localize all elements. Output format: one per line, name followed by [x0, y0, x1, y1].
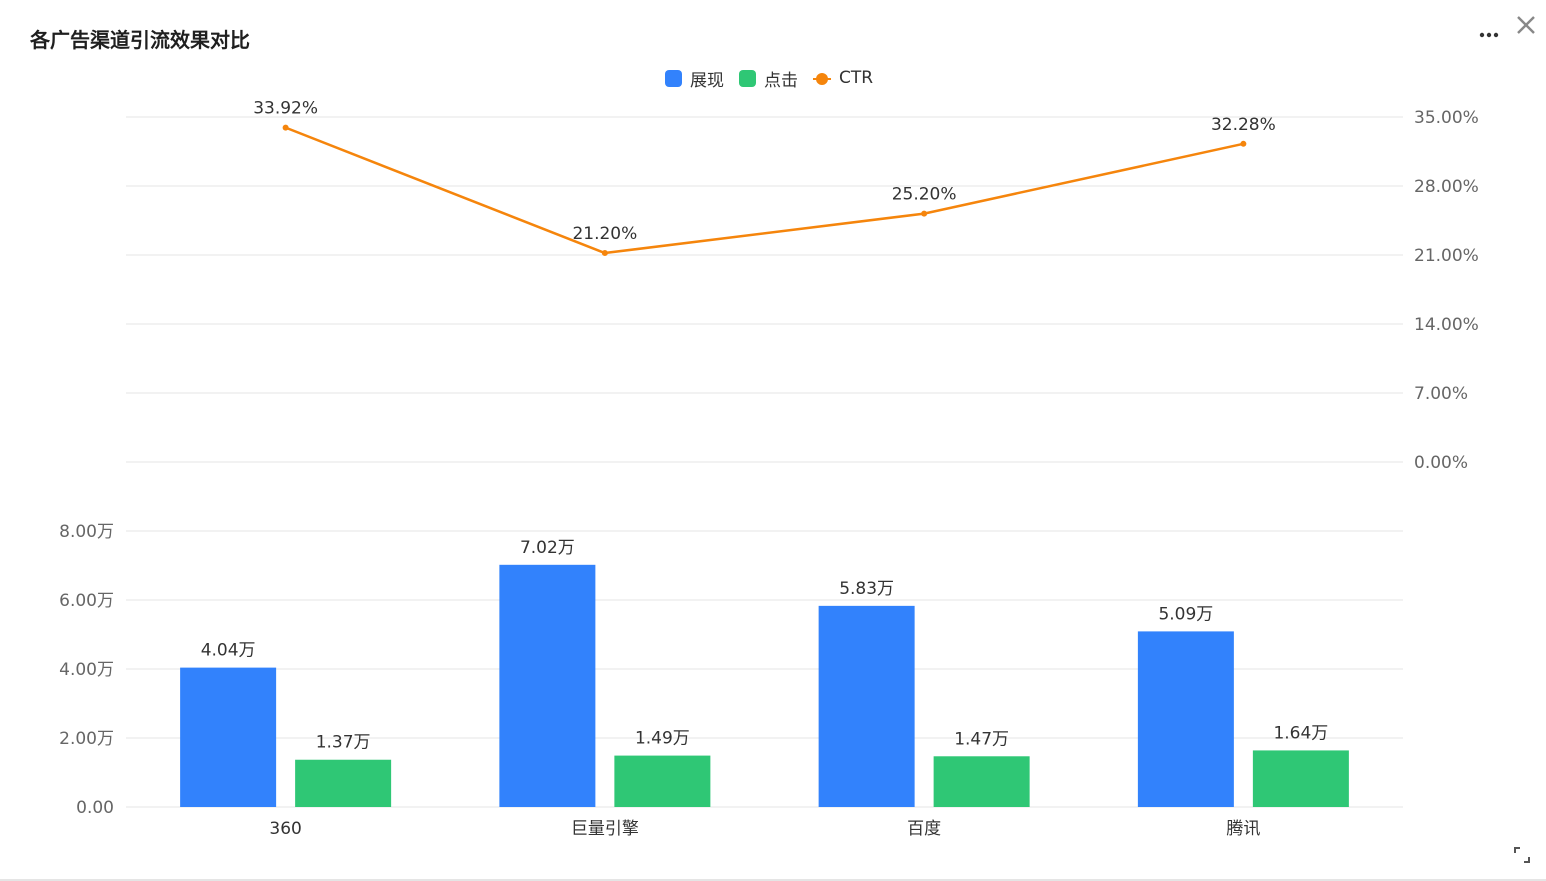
ctr-y-tick-label: 35.00%	[1414, 108, 1479, 128]
legend-swatch-clicks	[739, 69, 756, 87]
ctr-point	[282, 124, 289, 131]
ctr-y-tick-label: 28.00%	[1414, 177, 1479, 197]
impressions-data-label: 7.02万	[520, 538, 575, 558]
ctr-data-label: 32.28%	[1211, 115, 1276, 135]
ctr-y-tick-label: 21.00%	[1414, 246, 1479, 266]
clicks-data-label: 1.49万	[635, 729, 690, 749]
chart-title: 各广告渠道引流效果对比	[30, 28, 250, 52]
legend-label-impressions: 展现	[690, 70, 724, 91]
bar-y-tick-label: 8.00万	[59, 522, 114, 542]
impressions-data-label: 4.04万	[201, 641, 256, 661]
panel-bottom-border	[0, 879, 1546, 881]
legend-swatch-ctr	[813, 70, 831, 87]
impressions-data-label: 5.83万	[839, 579, 894, 599]
clicks-data-label: 1.37万	[316, 733, 371, 753]
ellipsis-icon[interactable]	[1478, 30, 1500, 40]
ctr-y-tick-label: 7.00%	[1414, 384, 1468, 404]
clicks-bar	[933, 756, 1030, 807]
legend-label-clicks: 点击	[764, 70, 798, 91]
ctr-data-label: 21.20%	[572, 224, 637, 244]
clicks-data-label: 1.64万	[1273, 723, 1328, 743]
x-category-label: 腾讯	[1226, 819, 1260, 839]
clicks-data-label: 1.47万	[954, 729, 1009, 749]
clicks-bar	[1252, 750, 1349, 807]
x-category-label: 巨量引擎	[571, 819, 639, 839]
ctr-series-line	[285, 126, 1244, 255]
x-category-label: 百度	[907, 819, 941, 839]
ctr-data-label: 33.92%	[253, 99, 318, 119]
bar-y-tick-label: 4.00万	[59, 660, 114, 680]
bar-y-tick-label: 2.00万	[59, 729, 114, 749]
ctr-y-tick-label: 14.00%	[1414, 315, 1479, 335]
legend-item-clicks[interactable]: 点击	[739, 66, 798, 91]
impressions-bar	[1137, 631, 1234, 807]
x-category-label: 360	[269, 819, 301, 839]
bar-y-tick-label: 0.00	[76, 798, 114, 818]
legend-swatch-impressions	[665, 69, 682, 87]
bar-y-tick-label: 6.00万	[59, 591, 114, 611]
impressions-bar	[180, 667, 277, 807]
ctr-point	[1240, 140, 1247, 147]
impressions-bar	[818, 605, 915, 807]
impressions-bar	[499, 564, 596, 807]
chart-legend: 展现 点击 CTR	[665, 66, 888, 91]
ctr-y-tick-label: 0.00%	[1414, 453, 1468, 473]
ctr-point	[921, 210, 928, 217]
clicks-bar	[614, 755, 711, 807]
ctr-point	[601, 250, 608, 257]
legend-item-impressions[interactable]: 展现	[665, 66, 724, 91]
legend-item-ctr[interactable]: CTR	[813, 68, 873, 88]
expand-icon[interactable]	[1512, 845, 1532, 865]
ctr-data-label: 25.20%	[892, 185, 957, 205]
impressions-data-label: 5.09万	[1158, 604, 1213, 624]
close-icon[interactable]	[1515, 14, 1537, 36]
clicks-bar	[295, 759, 392, 807]
legend-label-ctr: CTR	[839, 68, 874, 88]
